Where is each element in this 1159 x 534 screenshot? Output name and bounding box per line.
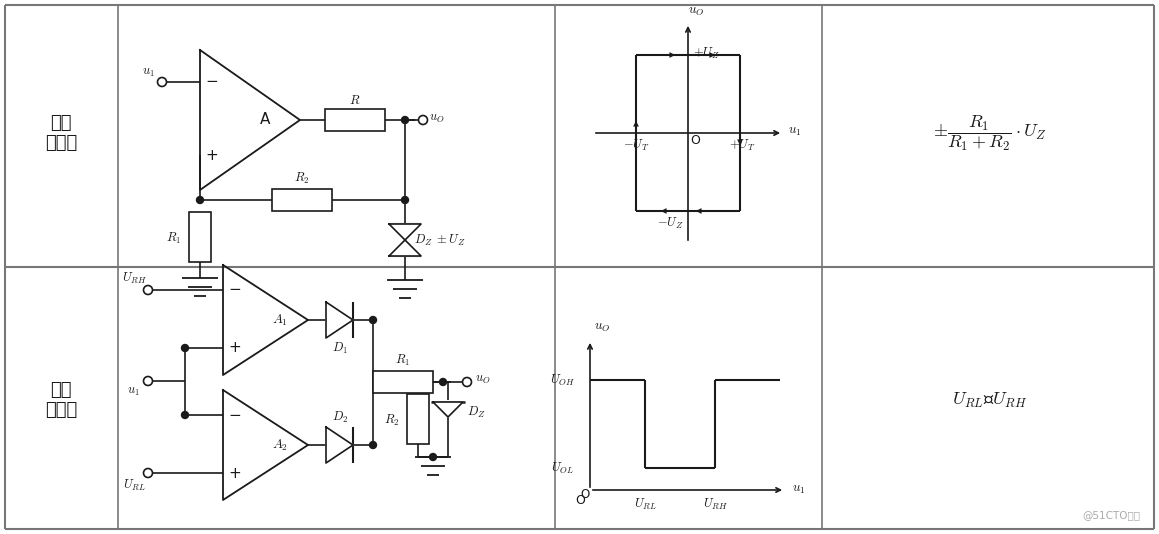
Text: $u_O$: $u_O$ bbox=[429, 112, 445, 124]
Text: −: − bbox=[228, 282, 241, 297]
Text: $D_1$: $D_1$ bbox=[331, 341, 348, 356]
Text: $u_1$: $u_1$ bbox=[141, 66, 154, 78]
Text: $U_{RH}$: $U_{RH}$ bbox=[702, 497, 728, 512]
Bar bbox=[373, 371, 433, 393]
Circle shape bbox=[144, 376, 153, 386]
Text: @51CTO博客: @51CTO博客 bbox=[1083, 510, 1140, 520]
Circle shape bbox=[401, 116, 408, 123]
Text: 窗口
比较器: 窗口 比较器 bbox=[45, 381, 78, 419]
Text: +: + bbox=[228, 341, 241, 356]
Text: $-U_Z$: $-U_Z$ bbox=[657, 215, 684, 231]
Polygon shape bbox=[326, 427, 353, 463]
Polygon shape bbox=[326, 302, 353, 338]
Text: 滞回
比较器: 滞回 比较器 bbox=[45, 114, 78, 152]
Text: $D_Z\ \pm U_Z$: $D_Z\ \pm U_Z$ bbox=[414, 232, 466, 248]
Circle shape bbox=[370, 317, 377, 324]
Text: O: O bbox=[581, 489, 590, 501]
Circle shape bbox=[182, 344, 189, 351]
Text: −: − bbox=[228, 407, 241, 422]
Polygon shape bbox=[389, 240, 421, 256]
Polygon shape bbox=[433, 402, 462, 417]
Text: $+U_T$: $+U_T$ bbox=[729, 137, 756, 153]
Text: $u_1$: $u_1$ bbox=[126, 384, 139, 397]
Text: −: − bbox=[205, 75, 218, 90]
Text: $A_2$: $A_2$ bbox=[272, 437, 287, 453]
Text: $D_2$: $D_2$ bbox=[331, 410, 348, 425]
Text: $u_1$: $u_1$ bbox=[788, 124, 802, 137]
Text: +: + bbox=[228, 466, 241, 481]
Circle shape bbox=[182, 412, 189, 419]
Text: $U_{OL}$: $U_{OL}$ bbox=[551, 460, 574, 476]
Circle shape bbox=[401, 197, 408, 203]
Text: $D_Z$: $D_Z$ bbox=[467, 404, 486, 420]
Bar bbox=[272, 189, 331, 211]
Text: O: O bbox=[575, 493, 585, 507]
Circle shape bbox=[197, 197, 204, 203]
Circle shape bbox=[418, 115, 428, 124]
Text: $\pm\dfrac{R_1}{R_1+R_2}\cdot U_Z$: $\pm\dfrac{R_1}{R_1+R_2}\cdot U_Z$ bbox=[933, 113, 1047, 153]
Circle shape bbox=[144, 286, 153, 294]
Text: $R_1$: $R_1$ bbox=[395, 352, 410, 367]
Text: $R_2$: $R_2$ bbox=[385, 412, 400, 428]
Text: $+U_Z$: $+U_Z$ bbox=[693, 45, 720, 60]
Bar bbox=[189, 212, 211, 262]
Text: $U_{OH}$: $U_{OH}$ bbox=[549, 372, 575, 388]
Text: O: O bbox=[690, 135, 700, 147]
Text: $u_1$: $u_1$ bbox=[793, 483, 806, 497]
Circle shape bbox=[439, 379, 446, 386]
Text: $u_O$: $u_O$ bbox=[687, 4, 705, 18]
Circle shape bbox=[144, 468, 153, 477]
Text: $U_{RL}$、$U_{RH}$: $U_{RL}$、$U_{RH}$ bbox=[953, 390, 1028, 410]
Circle shape bbox=[462, 378, 472, 387]
Text: $u_O$: $u_O$ bbox=[475, 373, 490, 387]
Bar bbox=[325, 109, 385, 131]
Text: $U_{RL}$: $U_{RL}$ bbox=[634, 497, 656, 512]
Text: $R_2$: $R_2$ bbox=[294, 170, 309, 185]
Circle shape bbox=[370, 442, 377, 449]
Text: $R$: $R$ bbox=[349, 93, 360, 106]
Circle shape bbox=[158, 77, 167, 87]
Text: $U_{RL}$: $U_{RL}$ bbox=[123, 477, 145, 492]
Text: $u_O$: $u_O$ bbox=[593, 321, 610, 334]
Circle shape bbox=[430, 453, 437, 460]
Text: $A_1$: $A_1$ bbox=[272, 312, 287, 328]
Text: $U_{RH}$: $U_{RH}$ bbox=[122, 270, 146, 286]
Text: +: + bbox=[205, 147, 218, 162]
Bar bbox=[407, 394, 429, 444]
Text: $-U_T$: $-U_T$ bbox=[622, 137, 649, 153]
Text: $R_1$: $R_1$ bbox=[167, 231, 182, 246]
Text: A: A bbox=[260, 113, 270, 128]
Polygon shape bbox=[389, 224, 421, 240]
